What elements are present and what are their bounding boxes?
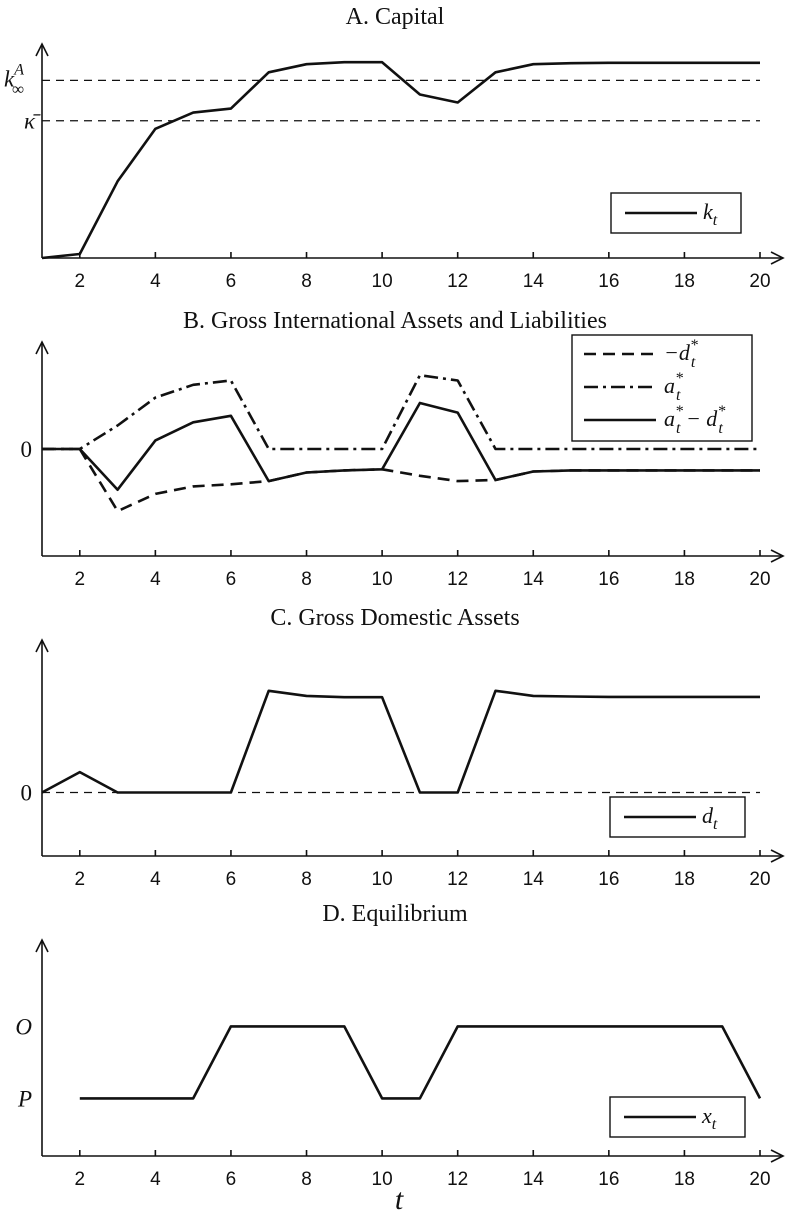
panel-3: C. Gross Domestic Assets 2 4 6 8 10 12 14 16 18 20… [21, 605, 785, 890]
x-tick-label: 6 [226, 569, 237, 590]
series-line [42, 447, 760, 513]
legend: −d* ta* ta* t − d* t [571, 334, 753, 442]
y-axis-arrow [35, 340, 49, 355]
y-tick-label: kA ∞ [4, 61, 24, 98]
x-tick-label: 12 [447, 1169, 468, 1190]
legend-label: dt [702, 803, 718, 833]
y-axis-arrow [35, 42, 49, 57]
x-tick-label: 6 [226, 271, 237, 292]
x-axis-arrow [770, 549, 785, 563]
y-tick-label: P [17, 1086, 32, 1111]
x-tick-label: 10 [372, 869, 393, 890]
chart-title: C. Gross Domestic Assets [270, 605, 519, 631]
x-tick-label: 20 [749, 869, 770, 890]
series-line [42, 401, 760, 492]
x-tick-label: 18 [674, 569, 695, 590]
legend-label: a* t [664, 370, 683, 404]
x-tick-label: 16 [598, 869, 619, 890]
x-tick-label: 14 [523, 869, 545, 890]
x-tick-label: 16 [598, 1169, 619, 1190]
x-tick-label: 16 [598, 271, 619, 292]
y-tick-label: O [15, 1014, 32, 1039]
x-tick-label: 4 [150, 1169, 161, 1190]
legend-box [571, 334, 753, 442]
x-tick-label: 8 [301, 869, 312, 890]
legend: xt [609, 1096, 746, 1138]
x-tick-label: 8 [301, 569, 312, 590]
legend-label: −d* t [664, 337, 698, 371]
x-tick-label: 8 [301, 271, 312, 292]
x-tick-label: 18 [674, 1169, 695, 1190]
series-line [41, 689, 760, 794]
x-tick-label: 12 [447, 271, 468, 292]
x-tick-label: 12 [447, 869, 468, 890]
x-tick-label: 4 [150, 569, 161, 590]
x-tick-label: 6 [226, 869, 237, 890]
x-tick-label: 2 [75, 271, 86, 292]
legend-label: xt [701, 1103, 717, 1133]
x-tick-label: 20 [749, 271, 770, 292]
y-axis-arrow [35, 638, 49, 653]
series-line [41, 60, 760, 260]
x-tick-label: 16 [598, 569, 619, 590]
x-tick-label: 4 [150, 271, 161, 292]
x-tick-label: 2 [75, 1169, 86, 1190]
chart-title: A. Capital [346, 4, 445, 30]
y-axis-arrow [35, 938, 49, 953]
chart-title: D. Equilibrium [322, 901, 468, 927]
legend-label: a* t − d* t [664, 403, 725, 437]
x-axis-arrow [770, 1149, 785, 1163]
x-tick-label: 18 [674, 271, 695, 292]
x-axis-label: t [395, 1183, 404, 1216]
x-tick-label: 8 [301, 1169, 312, 1190]
x-tick-label: 10 [372, 569, 393, 590]
panel-1: A. Capital 2 4 6 8 10 12 14 16 18 20 kA ∞κ̄ kt [4, 4, 785, 292]
panel-4: D. Equilibrium 2 4 6 8 10 12 14 16 18 20 O Pxt [15, 901, 785, 1190]
x-tick-label: 14 [523, 271, 545, 292]
x-tick-label: 14 [523, 569, 545, 590]
series-line [79, 1025, 762, 1100]
x-axis-arrow [770, 251, 785, 265]
y-tick-label: κ̄ [24, 109, 41, 134]
x-tick-label: 2 [75, 569, 86, 590]
y-tick-label: 0 [21, 437, 33, 462]
x-tick-label: 10 [372, 1169, 393, 1190]
series-line [42, 373, 760, 451]
x-tick-label: 20 [749, 569, 770, 590]
panel-2: B. Gross International Assets and Liabil… [21, 308, 785, 590]
legend-label: kt [703, 199, 718, 229]
chart-title: B. Gross International Assets and Liabil… [183, 308, 607, 334]
legend: dt [609, 796, 746, 838]
legend: kt [610, 192, 742, 234]
x-tick-label: 4 [150, 869, 161, 890]
x-tick-label: 14 [523, 1169, 545, 1190]
y-tick-label: 0 [21, 780, 33, 805]
x-tick-label: 20 [749, 1169, 770, 1190]
x-tick-label: 18 [674, 869, 695, 890]
x-tick-label: 2 [75, 869, 86, 890]
x-tick-label: 12 [447, 569, 468, 590]
x-tick-label: 10 [372, 271, 393, 292]
x-tick-label: 6 [226, 1169, 237, 1190]
x-axis-arrow [770, 849, 785, 863]
